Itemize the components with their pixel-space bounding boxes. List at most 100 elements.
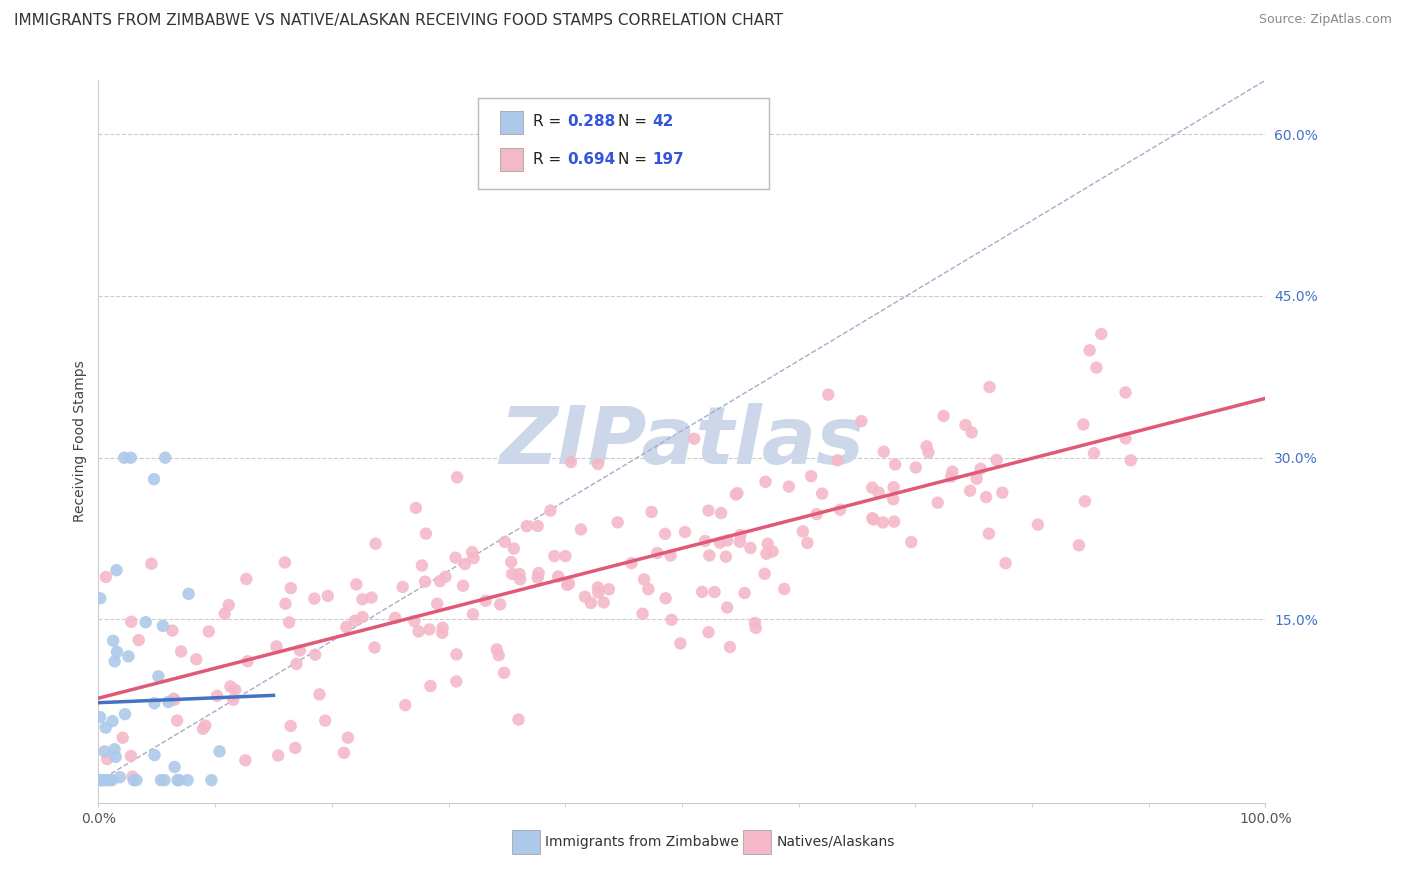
Point [509, 573, 531, 587]
Point [152, 619, 174, 633]
Point [104, 742, 127, 756]
Point [360, 591, 382, 605]
Point [105, 563, 128, 577]
Point [716, 533, 738, 548]
Point [994, 556, 1017, 570]
Point [977, 526, 1000, 541]
Point [451, 579, 474, 593]
Text: R =: R = [533, 152, 565, 167]
Point [1085, 360, 1108, 375]
Point [579, 596, 602, 610]
Point [98, 773, 121, 788]
Point [960, 425, 983, 440]
Point [991, 485, 1014, 500]
Point [547, 569, 569, 583]
Point [446, 470, 468, 484]
Point [1115, 385, 1137, 400]
Point [153, 773, 176, 788]
Point [508, 567, 530, 582]
Point [778, 479, 800, 493]
Text: ZIPatlas: ZIPatlas [499, 402, 865, 481]
Point [558, 576, 581, 591]
Point [979, 380, 1001, 394]
Point [411, 558, 433, 573]
Point [236, 654, 259, 668]
Point [364, 537, 387, 551]
Point [683, 432, 706, 446]
Point [718, 640, 741, 654]
Point [633, 573, 655, 587]
Point [222, 692, 245, 706]
Point [394, 698, 416, 713]
Point [592, 595, 614, 609]
FancyBboxPatch shape [478, 98, 769, 189]
Point [773, 582, 796, 596]
Point [444, 550, 467, 565]
Point [501, 555, 523, 569]
Point [755, 547, 778, 561]
Point [89, 773, 111, 788]
Point [214, 607, 236, 621]
Point [429, 574, 451, 588]
Point [806, 507, 828, 521]
Point [93, 744, 115, 758]
Point [883, 515, 905, 529]
Point [224, 682, 246, 697]
FancyBboxPatch shape [742, 830, 770, 855]
Point [654, 526, 676, 541]
Text: N =: N = [617, 152, 651, 167]
Point [873, 444, 896, 458]
Point [114, 707, 136, 722]
Text: Natives/Alaskans: Natives/Alaskans [776, 835, 894, 849]
Point [538, 503, 561, 517]
Point [714, 549, 737, 564]
Point [112, 450, 135, 465]
Point [141, 557, 163, 571]
Point [637, 582, 659, 596]
Point [408, 624, 430, 639]
Point [308, 687, 330, 701]
Text: Immigrants from Zimbabwe: Immigrants from Zimbabwe [546, 835, 740, 849]
Point [89, 591, 111, 606]
Point [120, 748, 142, 763]
Point [1073, 417, 1095, 432]
Point [426, 597, 449, 611]
Point [631, 607, 654, 621]
Point [111, 731, 134, 745]
Point [90, 773, 112, 788]
Point [96, 752, 118, 766]
Text: 0.694: 0.694 [568, 152, 616, 167]
Point [830, 502, 852, 516]
Point [94, 721, 117, 735]
Point [690, 585, 713, 599]
Point [194, 718, 217, 732]
Text: N =: N = [617, 114, 651, 129]
Point [1115, 431, 1137, 445]
Point [543, 549, 565, 563]
Point [200, 773, 222, 788]
Point [166, 714, 188, 728]
Point [170, 644, 193, 658]
Point [860, 481, 883, 495]
Point [659, 549, 682, 563]
Point [148, 669, 170, 683]
Point [1067, 538, 1090, 552]
Point [461, 607, 484, 622]
Point [166, 773, 188, 788]
Point [167, 773, 190, 788]
Point [697, 503, 720, 517]
Point [135, 615, 157, 630]
Point [882, 492, 904, 507]
Point [391, 580, 413, 594]
Point [501, 566, 523, 581]
Point [555, 578, 578, 592]
Point [288, 643, 311, 657]
Point [163, 691, 186, 706]
Point [494, 534, 516, 549]
Point [266, 640, 288, 654]
Point [155, 450, 177, 465]
Point [489, 598, 512, 612]
Point [352, 610, 374, 624]
Point [862, 512, 884, 526]
Point [280, 581, 302, 595]
